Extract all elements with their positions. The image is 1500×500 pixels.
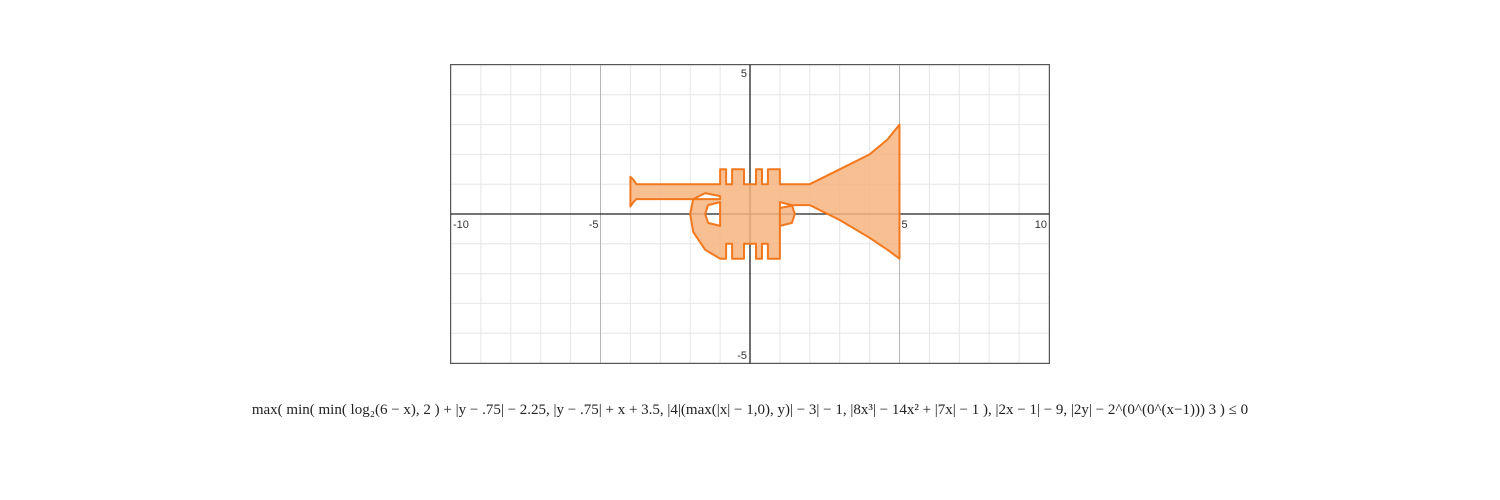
graph-panel[interactable]: -10 -5 5 10 5 -5 <box>450 64 1050 364</box>
x-tick-label: -10 <box>453 219 469 231</box>
x-tick-label: 10 <box>1035 219 1047 231</box>
y-tick-label: 5 <box>741 68 747 80</box>
x-tick-label: -5 <box>589 219 599 231</box>
formula-expression: max( min( min( log₂(6 − x), 2 ) + |y − .… <box>251 402 1249 418</box>
trumpet-shape <box>629 123 901 260</box>
trumpet-region <box>629 123 901 260</box>
tick-labels: -10 -5 5 10 5 -5 <box>453 68 1047 362</box>
graph-canvas[interactable]: -10 -5 5 10 5 -5 <box>451 65 1049 363</box>
y-tick-label: -5 <box>737 350 747 362</box>
x-tick-label: 5 <box>902 219 908 231</box>
